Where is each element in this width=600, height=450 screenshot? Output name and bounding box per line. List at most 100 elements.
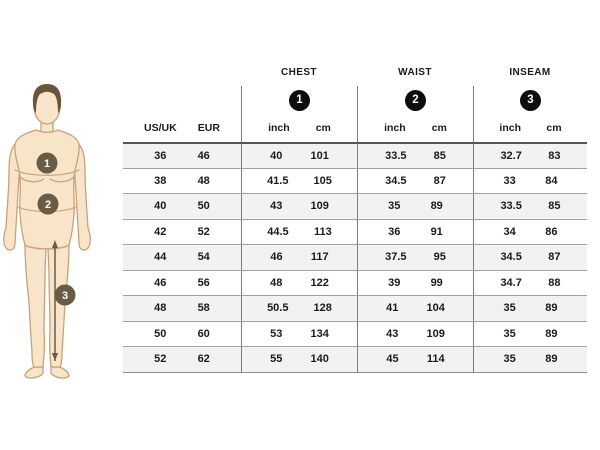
cell-eur: 48 — [197, 174, 210, 187]
cell-waist-inch: 33.5 — [385, 149, 407, 162]
cell-waist-cm: 114 — [426, 353, 445, 366]
group-label-inseam: INSEAM — [509, 66, 551, 78]
header-us-uk: US/UK — [144, 122, 177, 134]
cell-us-uk: 46 — [154, 276, 167, 289]
cell-chest-inch: 46 — [270, 251, 283, 264]
group-label-waist: WAIST — [398, 66, 432, 78]
cell-us-uk: 50 — [154, 327, 167, 340]
cell-waist-inch: 41 — [386, 302, 399, 315]
figure-inseam-marker-label: 3 — [62, 290, 68, 302]
header-waist-inch: inch — [384, 122, 406, 134]
cell-inseam-inch: 35 — [503, 353, 516, 366]
cell-waist-cm: 89 — [430, 200, 443, 213]
table-row: 38 48 41.5 105 34.5 87 33 84 — [123, 167, 587, 194]
cell-eur: 56 — [197, 276, 210, 289]
table-row: 42 52 44.5 113 36 91 34 86 — [123, 218, 587, 244]
cell-us-uk: 48 — [154, 302, 167, 315]
inseam-marker-badge: 3 — [520, 89, 541, 111]
chest-cells: 48 122 — [241, 270, 357, 295]
header-chest-inch: inch — [268, 122, 290, 134]
table-row: 52 62 55 140 45 114 35 89 — [123, 346, 587, 372]
waist-cells: 43 109 — [357, 321, 473, 346]
waist-cells: 33.5 85 — [357, 144, 473, 168]
cell-chest-cm: 101 — [310, 149, 329, 162]
group-waist: WAIST — [357, 60, 473, 84]
size-cells: 38 48 — [123, 169, 241, 194]
waist-cells: 37.5 95 — [357, 245, 473, 270]
cell-us-uk: 40 — [154, 200, 167, 213]
table-body: 36 46 40 101 33.5 85 32.7 83 38 48 41.5 … — [123, 142, 587, 373]
cell-chest-inch: 50.5 — [267, 302, 289, 315]
size-cells: 48 58 — [123, 296, 241, 321]
inseam-unit-cell: inch cm — [473, 114, 587, 142]
cell-inseam-inch: 34 — [503, 225, 516, 238]
chest-cells: 40 101 — [241, 144, 357, 168]
size-cells: 36 46 — [123, 144, 241, 168]
chest-cells: 55 140 — [241, 347, 357, 372]
cell-waist-inch: 43 — [386, 327, 399, 340]
cell-inseam-inch: 35 — [503, 302, 516, 315]
header-inseam-cm: cm — [546, 122, 562, 134]
waist-cells: 36 91 — [357, 219, 473, 244]
cell-waist-cm: 109 — [426, 327, 445, 340]
waist-unit-cell: inch cm — [357, 114, 473, 142]
cell-eur: 54 — [197, 251, 210, 264]
cell-us-uk: 42 — [154, 225, 167, 238]
figure-inseam-marker — [54, 284, 76, 306]
cell-chest-cm: 117 — [310, 251, 329, 264]
chest-unit-cell: inch cm — [241, 114, 357, 142]
cell-inseam-cm: 88 — [548, 276, 561, 289]
inseam-cells: 34.5 87 — [473, 245, 587, 270]
table-row: 46 56 48 122 39 99 34.7 88 — [123, 269, 587, 295]
cell-chest-inch: 40 — [270, 149, 283, 162]
size-header-cell: US/UK EUR — [123, 114, 241, 142]
figure-hair — [32, 84, 62, 113]
group-label-chest: CHEST — [281, 66, 317, 78]
cell-waist-inch: 39 — [388, 276, 401, 289]
cell-inseam-inch: 32.7 — [500, 149, 522, 162]
figure-torso — [14, 129, 80, 250]
cell-waist-cm: 104 — [426, 302, 445, 315]
cell-inseam-inch: 34.5 — [500, 251, 522, 264]
cell-inseam-inch: 33 — [503, 174, 516, 187]
cell-inseam-cm: 89 — [545, 327, 558, 340]
chest-cells: 53 134 — [241, 321, 357, 346]
waist-marker-badge: 2 — [405, 89, 426, 111]
waist-cells: 35 89 — [357, 194, 473, 219]
header-eur: EUR — [197, 122, 220, 134]
cell-inseam-inch: 33.5 — [500, 200, 522, 213]
cell-eur: 52 — [197, 225, 210, 238]
group-inseam: INSEAM — [473, 60, 587, 84]
marker-badge-row: 1 2 3 — [123, 84, 587, 114]
cell-waist-inch: 35 — [388, 200, 401, 213]
inseam-cells: 34 86 — [473, 219, 587, 244]
waist-cells: 34.5 87 — [357, 168, 473, 193]
chest-contour-line — [14, 169, 80, 176]
cell-chest-inch: 55 — [270, 353, 283, 366]
waist-cells: 41 104 — [357, 296, 473, 321]
figure-chest-marker — [36, 152, 58, 174]
waist-cells: 39 99 — [357, 270, 473, 295]
cell-inseam-cm: 89 — [545, 353, 558, 366]
inseam-cells: 33.5 85 — [473, 194, 587, 219]
body-figure: 1 2 3 — [3, 84, 91, 379]
cell-eur: 46 — [197, 149, 210, 162]
inseam-arrow — [52, 240, 58, 361]
cell-inseam-cm: 85 — [548, 200, 561, 213]
cell-chest-inch: 48 — [270, 276, 283, 289]
size-cells: 52 62 — [123, 347, 241, 372]
inseam-cells: 32.7 83 — [473, 144, 587, 168]
cell-chest-cm: 113 — [313, 225, 332, 238]
header-inseam-inch: inch — [499, 122, 521, 134]
chest-marker-badge: 1 — [289, 89, 310, 111]
inseam-cells: 33 84 — [473, 168, 587, 193]
cell-waist-cm: 91 — [430, 225, 443, 238]
cell-us-uk: 52 — [154, 353, 167, 366]
inseam-cells: 35 89 — [473, 347, 587, 372]
cell-chest-cm: 134 — [310, 327, 329, 340]
cell-chest-inch: 43 — [270, 200, 283, 213]
cell-waist-cm: 87 — [433, 174, 446, 187]
cell-waist-inch: 36 — [388, 225, 401, 238]
group-label-row: CHEST WAIST INSEAM — [123, 60, 587, 84]
